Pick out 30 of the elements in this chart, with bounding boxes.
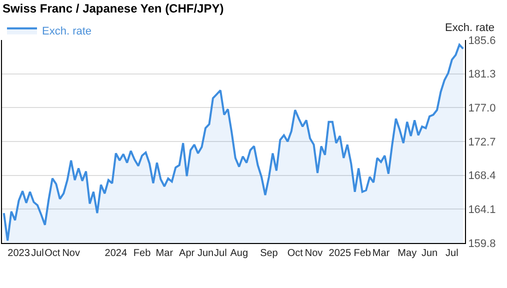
x-tick-label: Sep [260,248,278,259]
x-tick-label: Apr [179,248,196,259]
x-tick-label: 2023 [8,248,30,259]
x-tick-label: Aug [230,248,248,259]
x-tick-label: Oct [44,248,60,259]
x-tick-label: Jul [446,248,458,259]
x-tick-label: May [398,248,417,259]
x-tick-label: Nov [62,248,80,259]
y-tick-label: 177.0 [468,102,496,115]
y-tick-label: 168.4 [468,170,496,182]
y-tick-label: 164.1 [468,204,496,216]
y-axis-title: Exch. rate [445,22,495,34]
x-tick-label: Oct [287,248,304,259]
y-tick-label: 172.7 [468,136,496,148]
x-tick-label: Feb [354,248,372,259]
x-tick-label: Jun [197,248,214,259]
y-tick-label: 159.8 [468,238,496,250]
x-tick-label: Nov [304,248,323,259]
x-tick-label: Jun [421,248,438,259]
legend-label: Exch. rate [42,26,92,38]
x-tick-label: Jul [214,248,227,259]
x-tick-label: Jul [31,248,44,259]
x-tick-label: 2025 [328,248,352,259]
y-tick-label: 181.3 [468,68,496,81]
y-tick-label: 185.6 [468,34,496,47]
chart-title: Swiss Franc / Japanese Yen (CHF/JPY) [2,2,224,16]
x-tick-label: Feb [133,248,152,259]
x-tick-label: Mar [156,248,174,259]
x-tick-label: Mar [372,248,390,259]
x-tick-label: 2024 [104,248,128,259]
